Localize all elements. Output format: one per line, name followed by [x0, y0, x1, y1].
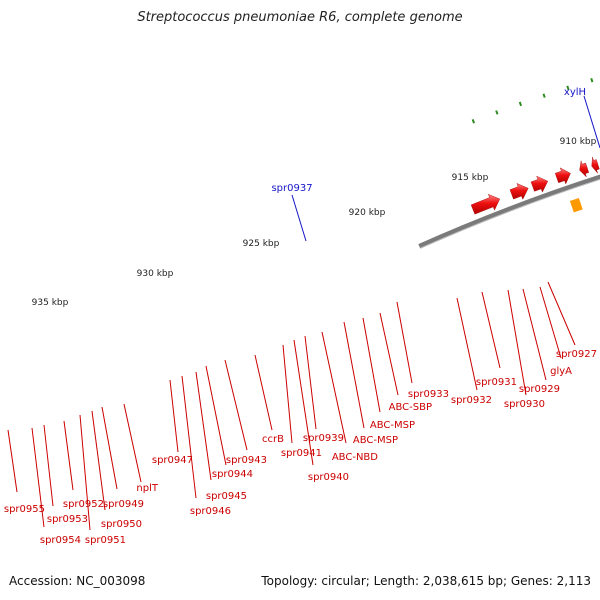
gene-label: spr0953	[47, 514, 88, 525]
gene-label-line	[343, 321, 365, 429]
accession-text: Accession: NC_003098	[9, 574, 146, 588]
gene-label: spr0955	[4, 504, 45, 515]
gene-label-line	[362, 317, 381, 413]
gene-label: spr0943	[226, 455, 267, 466]
gene-label: spr0949	[103, 499, 144, 510]
gene-label-line	[293, 339, 314, 466]
inner-ruler-tick	[518, 101, 523, 107]
gene-label: ABC-MSP	[353, 435, 398, 446]
gene-label: spr0952	[63, 499, 104, 510]
feature-label-line	[583, 95, 600, 149]
ruler-label: 920 kbp	[349, 208, 386, 218]
gene-label-line	[205, 365, 227, 466]
gene-label: spr0951	[85, 535, 126, 546]
gene-label: ABC-MSP	[370, 420, 415, 431]
gene-label-line	[181, 375, 197, 499]
genome-summary-text: Topology: circular; Length: 2,038,615 bp…	[261, 574, 591, 588]
feature-band-track	[569, 197, 583, 213]
gene-label: spr0930	[504, 399, 545, 410]
gene-label-line	[7, 429, 18, 493]
feature-label: spr0937	[271, 183, 312, 194]
gene-label: spr0927	[556, 349, 597, 360]
genome-backbone	[418, 174, 600, 249]
gene-label: ABC-SBP	[389, 402, 432, 413]
inner-ruler-tick	[566, 85, 570, 90]
gene-label: spr0941	[281, 448, 322, 459]
gene-arrow	[579, 160, 589, 178]
gene-arrow	[591, 157, 600, 174]
kbp-ruler: 910 kbp 915 kbp 920 kbp 925 kbp 930 kbp 935 k…	[32, 77, 597, 308]
gene-label-line	[379, 312, 399, 396]
gene-label: spr0947	[152, 455, 193, 466]
ruler-label: 925 kbp	[243, 239, 280, 249]
gene-label-track: spr0927glyAspr0929spr0930spr0931spr0932s…	[4, 281, 597, 546]
gene-label-line	[481, 291, 501, 369]
gene-label: nplT	[136, 483, 158, 494]
gene-label-line	[123, 403, 142, 483]
gene-label: ccrB	[262, 434, 284, 445]
gene-arrow	[470, 193, 501, 215]
gene-track	[470, 157, 600, 215]
gene-label-line	[254, 354, 273, 431]
ruler-label: 915 kbp	[452, 173, 489, 183]
gene-label: spr0940	[308, 472, 349, 483]
gene-label-line	[43, 424, 54, 507]
gene-label: spr0929	[519, 384, 560, 395]
gene-label: spr0944	[212, 469, 253, 480]
inner-ruler-tick	[495, 110, 499, 115]
gene-arrow	[509, 183, 529, 200]
gene-label-line	[79, 414, 91, 531]
gene-label-line	[195, 371, 212, 481]
gene-label: spr0932	[451, 395, 492, 406]
ruler-label: 910 kbp	[560, 137, 597, 147]
gene-label-line	[522, 288, 547, 381]
gene-label-line	[224, 359, 248, 451]
map-title: Streptococcus pneumoniae R6, complete ge…	[137, 10, 463, 25]
inner-ruler-tick	[542, 93, 546, 98]
gene-label-line	[282, 344, 293, 444]
gene-label-line	[547, 281, 576, 346]
gene-label: spr0933	[408, 389, 449, 400]
gene-label: spr0950	[101, 519, 142, 530]
gene-arrow	[554, 167, 571, 185]
feature-label-track: xylH spr0937	[271, 87, 600, 242]
gene-label-line	[169, 379, 179, 453]
ruler-label: 935 kbp	[32, 298, 69, 308]
feature-label-line	[291, 194, 307, 242]
gene-label-line	[507, 289, 527, 396]
inner-ruler-tick	[590, 77, 594, 83]
feature-label: xylH	[564, 87, 586, 98]
gene-label: spr0945	[206, 491, 247, 502]
orange-feature-band	[569, 197, 583, 213]
gene-label-line	[101, 406, 118, 490]
gene-label-line	[31, 427, 45, 528]
gene-label: spr0939	[303, 433, 344, 444]
inner-ruler-tick	[471, 119, 476, 124]
gene-arrow	[530, 175, 549, 193]
gene-label: glyA	[550, 366, 572, 377]
backbone-highlight	[419, 178, 600, 249]
gene-label-line	[304, 335, 317, 430]
ruler-label: 930 kbp	[137, 269, 174, 279]
gene-label: spr0946	[190, 506, 231, 517]
gene-label-line	[539, 286, 562, 359]
gene-label-line	[63, 420, 74, 491]
gene-label: spr0931	[476, 377, 517, 388]
gene-label: spr0954	[40, 535, 81, 546]
gene-label-line	[396, 301, 413, 384]
gene-label-line	[456, 297, 478, 391]
gene-label: ABC-NBD	[332, 452, 378, 463]
gene-label-line	[91, 410, 106, 511]
gene-label-line	[321, 331, 347, 444]
